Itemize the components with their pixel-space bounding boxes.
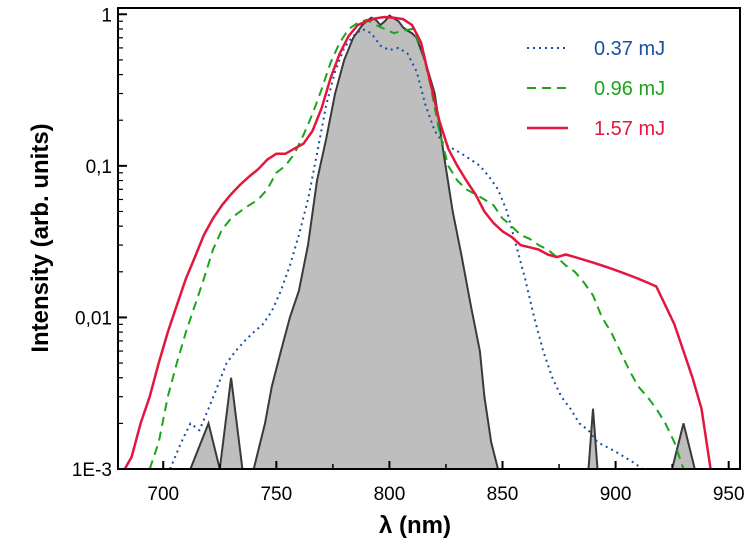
legend-label: 0.37 mJ — [594, 38, 665, 60]
series-layer — [123, 14, 712, 470]
series-line-3 — [123, 15, 712, 470]
y-tick-label: 0,01 — [75, 308, 112, 329]
plot-frame — [117, 7, 741, 470]
legend-label: 0.96 mJ — [594, 78, 665, 100]
y-axis: 1E-3 0,01 0,1 1 — [72, 5, 127, 481]
legend-label: 1.57 mJ — [594, 118, 665, 140]
x-tick-label: 750 — [260, 484, 292, 505]
y-axis-label: Intensity (arb. units) — [27, 123, 54, 352]
series-line-2 — [148, 18, 685, 470]
x-tick-label: 950 — [713, 484, 745, 505]
series-fill-reference — [174, 15, 695, 469]
x-tick-label: 800 — [374, 484, 406, 505]
x-axis-label: λ (nm) — [379, 512, 451, 539]
x-tick-label: 850 — [487, 484, 519, 505]
y-tick-label: 1E-3 — [72, 460, 112, 481]
x-tick-label: 700 — [147, 484, 179, 505]
x-tick-label: 900 — [600, 484, 632, 505]
legend: 0.37 mJ 0.96 mJ 1.57 mJ — [527, 38, 665, 140]
x-axis: 700 750 800 850 900 950 — [147, 461, 745, 505]
series-line-1 — [169, 28, 688, 470]
y-tick-label: 1 — [101, 5, 112, 26]
y-tick-label: 0,1 — [86, 157, 112, 178]
